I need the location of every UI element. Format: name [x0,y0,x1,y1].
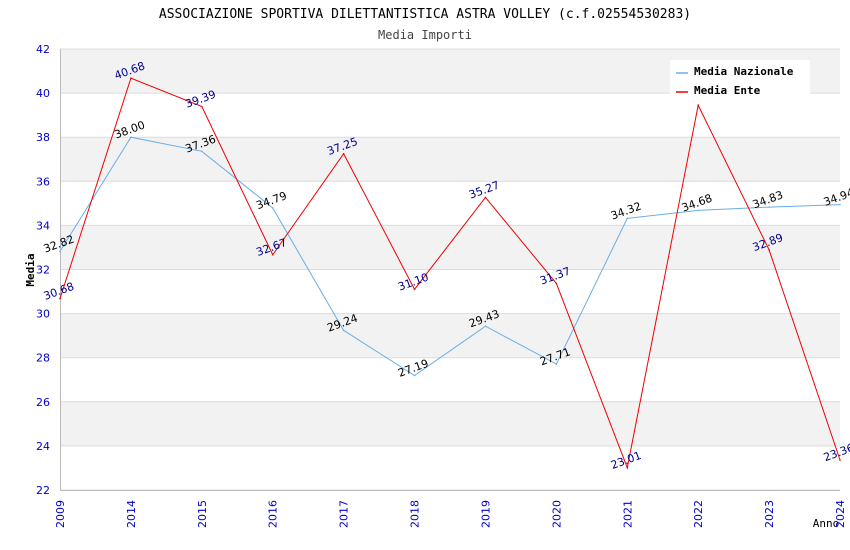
y-tick-label: 36 [36,175,50,188]
legend-box [670,60,810,102]
y-tick-label: 42 [36,43,50,56]
data-point-media-ente [697,104,699,107]
data-point-media-ente [626,466,629,469]
series-line-media-nazionale [59,136,841,377]
data-point-media-nazionale [59,250,61,253]
y-tick-labels: 22 24 26 28 30 32 34 36 38 40 42 [36,43,50,497]
x-tick-label: 2016 [267,500,280,528]
y-tick-label: 30 [36,308,50,321]
x-tick-label: 2024 [834,500,847,528]
x-axis-label: Anno [813,517,840,530]
data-point-media-ente [201,105,203,108]
series-lines [59,77,841,470]
plot-bands [60,49,840,490]
data-point-media-nazionale [201,150,203,153]
data-point-media-nazionale [342,329,345,332]
x-tick-label: 2009 [54,500,67,528]
y-tick-label: 32 [36,264,50,277]
data-point-media-nazionale [555,363,558,365]
x-tick-label: 2015 [196,500,209,528]
data-point-media-ente [555,282,558,285]
y-tick-label: 40 [36,87,50,100]
plot-band [60,181,840,226]
data-point-media-nazionale [697,209,699,212]
data-point-media-ente [768,249,770,251]
legend: Media Nazionale Media Ente [670,60,810,102]
x-tick-label: 2019 [479,500,492,528]
data-point-media-nazionale [768,206,770,208]
plot-band [60,269,840,314]
chart-title: ASSOCIAZIONE SPORTIVA DILETTANTISTICA AS… [159,7,691,22]
plot-band [60,357,840,402]
data-point-media-nazionale [484,325,487,327]
x-tick-label: 2017 [338,500,351,528]
chart-subtitle: Media Importi [378,28,472,42]
data-point-media-nazionale [839,203,841,206]
legend-label-media-ente: Media Ente [694,84,761,97]
data-point-media-ente [271,253,274,256]
x-tick-label: 2014 [125,500,138,528]
y-axis-label: Media [24,253,37,286]
x-tick-label: 2018 [409,500,422,528]
y-tick-label: 22 [36,484,50,497]
x-tick-label: 2023 [763,500,776,528]
y-tick-label: 28 [36,352,50,365]
y-tick-label: 26 [36,396,50,409]
data-point-media-ente [130,77,132,79]
data-point-media-nazionale [413,374,416,377]
data-point-media-ente [413,288,416,291]
plot-band [60,401,840,446]
data-point-media-ente [839,459,841,461]
plot-band [60,225,840,270]
x-tick-labels: 2009 2014 2015 2016 2017 2018 2019 2020 2021 2022… [54,500,847,528]
x-tick-label: 2021 [621,500,634,528]
data-point-media-ente [484,196,487,199]
y-tick-label: 34 [36,219,50,232]
plot-band [60,445,840,490]
y-tick-label: 38 [36,131,50,144]
x-tick-label: 2022 [692,500,705,528]
legend-label-media-nazionale: Media Nazionale [694,65,794,78]
y-tick-label: 24 [36,440,50,453]
x-tick-label: 2020 [550,500,563,528]
series-line-media-ente [59,77,841,470]
data-point-media-nazionale [626,217,629,220]
plot-band [60,137,840,182]
data-point-media-ente [59,297,61,300]
data-point-media-ente [342,152,345,155]
data-point-media-nazionale [130,136,132,138]
data-point-media-nazionale [271,207,274,209]
